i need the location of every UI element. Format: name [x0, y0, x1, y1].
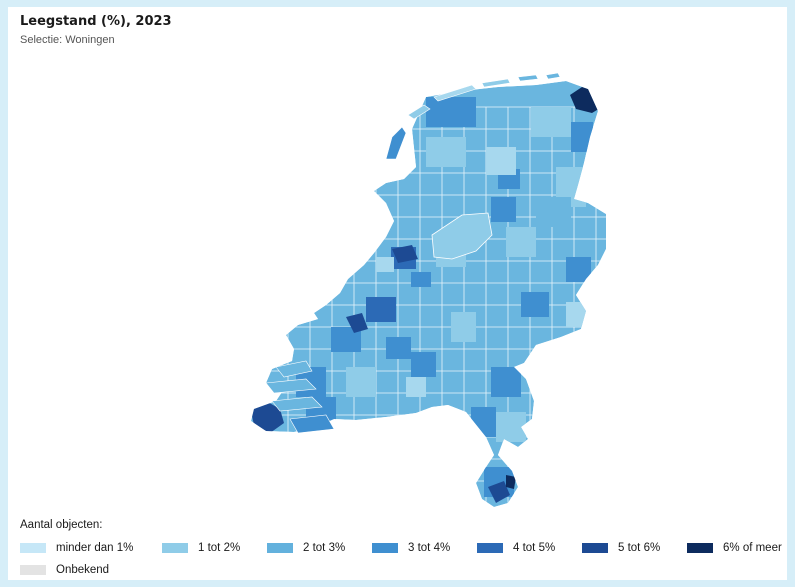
- netherlands-map[interactable]: [236, 67, 606, 512]
- municipality-rotterdam: [346, 313, 368, 333]
- legend-item-6plus[interactable]: 6% of meer: [687, 542, 782, 554]
- legend-label: Onbekend: [56, 564, 110, 576]
- legend-label: 2 tot 3%: [303, 542, 346, 554]
- legend-swatch: [582, 543, 608, 553]
- legend-item-5-6[interactable]: 5 tot 6%: [582, 542, 660, 554]
- selection-subtitle: Selectie: Woningen: [20, 34, 115, 46]
- legend-item-3-4[interactable]: 3 tot 4%: [372, 542, 450, 554]
- legend-label: 5 tot 6%: [618, 542, 661, 554]
- municipality-5pct: [251, 401, 284, 433]
- legend-swatch: [372, 543, 398, 553]
- legend-swatch: [162, 543, 188, 553]
- legend-item-2-3[interactable]: 2 tot 3%: [267, 542, 345, 554]
- chart-title: Leegstand (%), 2023: [20, 14, 172, 29]
- wadden-islands: [385, 72, 561, 160]
- legend-swatch: [687, 543, 713, 553]
- legend-title: Aantal objecten:: [20, 519, 103, 531]
- legend-swatch: [267, 543, 293, 553]
- municipality-limburg-east: [506, 475, 516, 489]
- municipality-limburg-south: [488, 481, 510, 503]
- zeeland-islands: [265, 360, 335, 434]
- legend-item-1-2[interactable]: 1 tot 2%: [162, 542, 240, 554]
- municipality-zaanstad: [392, 245, 418, 263]
- legend-label: 6% of meer: [723, 542, 782, 554]
- legend-item-unknown[interactable]: Onbekend: [20, 564, 109, 576]
- legend-swatch: [20, 543, 46, 553]
- legend-label: 1 tot 2%: [198, 542, 241, 554]
- map-card: Leegstand (%), 2023 Selectie: Woningen: [8, 7, 787, 580]
- legend-label: 3 tot 4%: [408, 542, 451, 554]
- legend-label: minder dan 1%: [56, 542, 134, 554]
- municipality-patches: [296, 97, 593, 497]
- legend-swatch: [20, 565, 46, 575]
- legend-swatch: [477, 543, 503, 553]
- legend-label: 4 tot 5%: [513, 542, 556, 554]
- mainland: [251, 81, 606, 507]
- legend-item-lt1[interactable]: minder dan 1%: [20, 542, 133, 554]
- flevoland: [431, 212, 493, 260]
- legend-item-4-5[interactable]: 4 tot 5%: [477, 542, 555, 554]
